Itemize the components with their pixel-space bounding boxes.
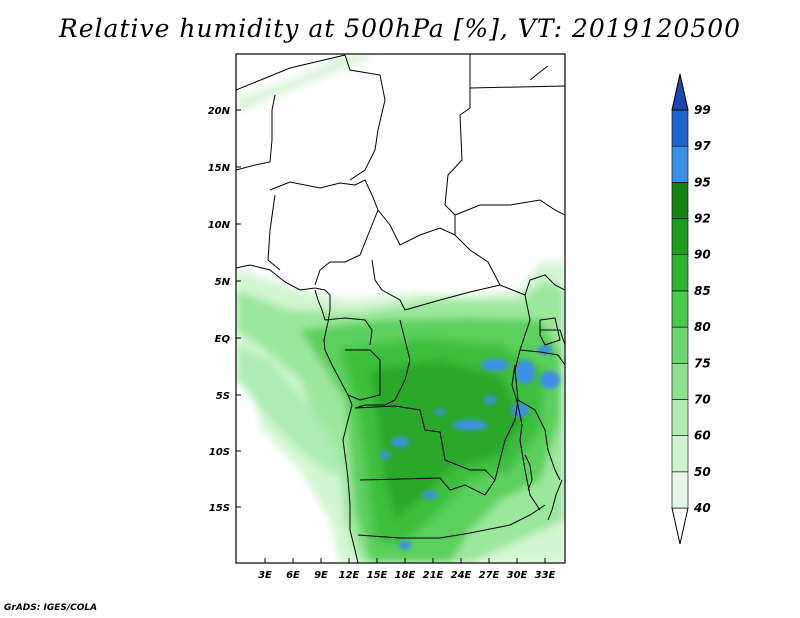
colorbar-segment bbox=[671, 182, 689, 219]
colorbar-segment bbox=[671, 471, 689, 509]
colorbar-label: 92 bbox=[694, 212, 711, 226]
colorbar-label: 97 bbox=[694, 139, 711, 153]
colorbar-label: 40 bbox=[693, 501, 711, 515]
colorbar-segment bbox=[671, 218, 689, 256]
colorbar-label: 75 bbox=[694, 356, 711, 370]
colorbar-label: 60 bbox=[694, 429, 711, 443]
colorbar: 40 50 60 70 75 80 85 90 92 95 97 99 bbox=[671, 73, 711, 545]
colorbar-label: 90 bbox=[694, 248, 711, 262]
credit-text: GrADS: IGES/COLA bbox=[4, 603, 98, 613]
country-borders bbox=[236, 54, 565, 563]
colorbar-segment bbox=[671, 290, 689, 328]
lon-ticks: 3E 6E 9E 12E 15E 18E 21E 24E 27E 30E 33E bbox=[258, 570, 555, 581]
lat-tick-label: 10N bbox=[208, 220, 231, 231]
colorbar-segment bbox=[671, 326, 689, 364]
lat-tick-label: 5S bbox=[216, 391, 230, 402]
lon-tick-marks bbox=[264, 558, 546, 563]
lon-tick-label: 30E bbox=[507, 570, 528, 581]
colorbar-lower-triangle bbox=[671, 507, 689, 545]
lat-ticks: 20N 15N 10N 5N EQ 5S 10S 15S bbox=[208, 106, 231, 514]
colorbar-label: 99 bbox=[694, 103, 711, 117]
lat-tick-marks bbox=[236, 109, 241, 508]
lon-tick-label: 15E bbox=[367, 570, 388, 581]
colorbar-label: 80 bbox=[694, 320, 711, 334]
map-title: Relative humidity at 500hPa [%], VT: 201… bbox=[58, 14, 742, 43]
colorbar-segment bbox=[671, 254, 689, 292]
lon-tick-label: 21E bbox=[423, 570, 444, 581]
colorbar-label: 50 bbox=[694, 465, 711, 479]
lat-tick-label: 5N bbox=[215, 277, 231, 288]
colorbar-upper-triangle bbox=[671, 73, 689, 111]
lat-tick-label: 20N bbox=[208, 106, 231, 117]
lat-tick-label: 15N bbox=[208, 163, 231, 174]
colorbar-label: 85 bbox=[694, 284, 711, 298]
colorbar-segment bbox=[671, 399, 689, 436]
colorbar-segment bbox=[671, 362, 689, 400]
lat-tick-label: 10S bbox=[209, 447, 230, 458]
lat-tick-label: 15S bbox=[209, 503, 230, 514]
humidity-field bbox=[236, 54, 565, 563]
lon-tick-label: 24E bbox=[451, 570, 472, 581]
lon-tick-label: 9E bbox=[314, 570, 328, 581]
lon-tick-label: 12E bbox=[339, 570, 360, 581]
colorbar-segment bbox=[671, 145, 689, 183]
colorbar-label: 95 bbox=[694, 175, 711, 189]
lon-tick-label: 27E bbox=[479, 570, 500, 581]
lon-tick-label: 6E bbox=[286, 570, 300, 581]
colorbar-segment bbox=[671, 109, 689, 147]
map-frame bbox=[235, 53, 566, 564]
colorbar-label: 70 bbox=[694, 392, 711, 406]
lon-tick-label: 18E bbox=[395, 570, 416, 581]
lon-tick-label: 33E bbox=[535, 570, 556, 581]
colorbar-segment bbox=[671, 435, 689, 473]
lat-tick-label: EQ bbox=[215, 334, 231, 345]
lon-tick-label: 3E bbox=[258, 570, 272, 581]
